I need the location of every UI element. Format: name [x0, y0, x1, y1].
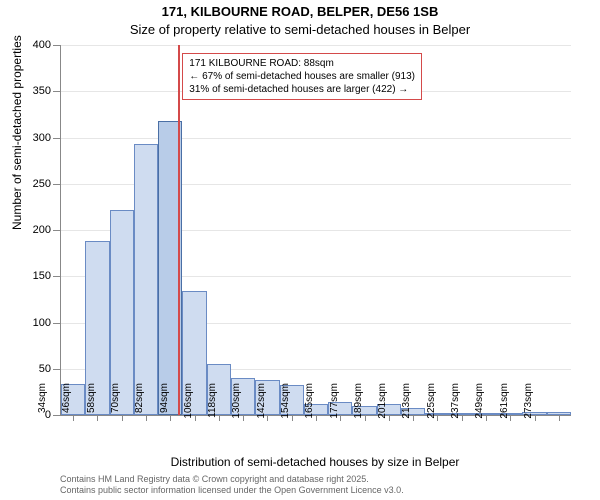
x-tick-label: 106sqm — [183, 383, 194, 423]
x-tick-label: 261sqm — [499, 383, 510, 423]
gridline — [61, 138, 571, 139]
marker-line — [178, 45, 180, 415]
y-tick-label: 300 — [33, 132, 61, 144]
x-tick-label: 225sqm — [426, 383, 437, 423]
x-tick-label: 237sqm — [450, 383, 461, 423]
x-tick — [122, 415, 123, 421]
footnote-line2: Contains public sector information licen… — [60, 485, 404, 496]
x-tick — [510, 415, 511, 421]
x-tick-label: 177sqm — [329, 383, 340, 423]
chart-title: 171, KILBOURNE ROAD, BELPER, DE56 1SB — [0, 4, 600, 19]
x-tick-label: 273sqm — [523, 383, 534, 423]
x-tick-label: 154sqm — [280, 383, 291, 423]
x-tick — [267, 415, 268, 421]
marker-annotation: 171 KILBOURNE ROAD: 88sqm← 67% of semi-d… — [182, 53, 422, 100]
y-axis-title: Number of semi-detached properties — [10, 35, 24, 230]
x-tick — [316, 415, 317, 421]
x-axis-title: Distribution of semi-detached houses by … — [60, 455, 570, 469]
footnote-line1: Contains HM Land Registry data © Crown c… — [60, 474, 404, 485]
x-tick — [340, 415, 341, 421]
x-tick-label: 213sqm — [401, 383, 412, 423]
x-tick-label: 249sqm — [474, 383, 485, 423]
y-tick-label: 250 — [33, 178, 61, 190]
x-tick — [462, 415, 463, 421]
x-tick — [413, 415, 414, 421]
x-tick — [243, 415, 244, 421]
x-tick-label: 70sqm — [110, 383, 121, 423]
footnote: Contains HM Land Registry data © Crown c… — [60, 474, 404, 496]
x-tick-label: 34sqm — [37, 383, 48, 423]
y-tick-label: 400 — [33, 39, 61, 51]
x-tick-label: 201sqm — [377, 383, 388, 423]
x-tick — [219, 415, 220, 421]
y-tick-label: 150 — [33, 270, 61, 282]
gridline — [61, 45, 571, 46]
x-tick — [292, 415, 293, 421]
plot-area: 05010015020025030035040034sqm46sqm58sqm7… — [60, 45, 571, 416]
marker-line2: ← 67% of semi-detached houses are smalle… — [189, 70, 415, 83]
x-tick — [437, 415, 438, 421]
x-tick — [486, 415, 487, 421]
y-tick-label: 50 — [39, 363, 61, 375]
x-tick-label: 118sqm — [207, 383, 218, 423]
x-tick — [559, 415, 560, 421]
x-tick-label: 46sqm — [61, 383, 72, 423]
x-tick — [535, 415, 536, 421]
bar — [134, 144, 158, 415]
marker-line3: 31% of semi-detached houses are larger (… — [189, 83, 415, 96]
x-tick — [195, 415, 196, 421]
x-tick — [97, 415, 98, 421]
x-tick-label: 82sqm — [134, 383, 145, 423]
y-tick-label: 100 — [33, 317, 61, 329]
x-tick — [73, 415, 74, 421]
x-tick — [389, 415, 390, 421]
y-tick-label: 350 — [33, 85, 61, 97]
y-tick-label: 200 — [33, 224, 61, 236]
chart-subtitle: Size of property relative to semi-detach… — [0, 22, 600, 37]
marker-line1: 171 KILBOURNE ROAD: 88sqm — [189, 57, 415, 70]
x-tick-label: 165sqm — [304, 383, 315, 423]
x-tick — [170, 415, 171, 421]
x-tick-label: 189sqm — [353, 383, 364, 423]
x-tick-label: 142sqm — [256, 383, 267, 423]
x-tick-label: 130sqm — [231, 383, 242, 423]
x-tick-label: 94sqm — [159, 383, 170, 423]
x-tick — [365, 415, 366, 421]
x-tick-label: 58sqm — [86, 383, 97, 423]
x-tick — [146, 415, 147, 421]
